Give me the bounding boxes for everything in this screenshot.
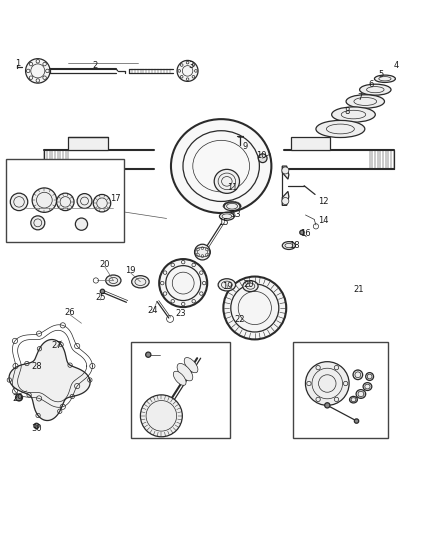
Ellipse shape — [316, 120, 365, 138]
Circle shape — [194, 244, 210, 260]
Text: 30: 30 — [31, 424, 42, 433]
Text: 27: 27 — [51, 341, 62, 350]
Text: 25: 25 — [95, 294, 106, 302]
Text: 2: 2 — [92, 61, 97, 70]
Polygon shape — [77, 169, 106, 182]
Text: 22: 22 — [235, 315, 245, 324]
Circle shape — [31, 216, 45, 230]
Circle shape — [177, 60, 198, 82]
Polygon shape — [283, 191, 289, 205]
Ellipse shape — [219, 212, 234, 220]
Ellipse shape — [184, 358, 198, 373]
Ellipse shape — [77, 193, 92, 208]
Circle shape — [141, 395, 182, 437]
Ellipse shape — [171, 119, 272, 213]
Circle shape — [100, 289, 105, 294]
Polygon shape — [283, 166, 289, 179]
Text: 16: 16 — [300, 229, 311, 238]
Ellipse shape — [350, 397, 357, 403]
Text: 19: 19 — [223, 281, 233, 290]
Text: 21: 21 — [353, 285, 364, 294]
Ellipse shape — [374, 75, 396, 83]
Bar — [293, 342, 389, 438]
Ellipse shape — [356, 390, 366, 398]
Ellipse shape — [332, 107, 375, 122]
Text: 20: 20 — [243, 280, 254, 289]
Text: 12: 12 — [318, 197, 329, 206]
Circle shape — [282, 167, 289, 174]
Text: 13: 13 — [230, 209, 241, 219]
Ellipse shape — [218, 279, 236, 291]
Polygon shape — [291, 137, 330, 150]
Ellipse shape — [243, 281, 258, 292]
Text: 19: 19 — [126, 266, 136, 276]
Ellipse shape — [283, 241, 295, 249]
Ellipse shape — [346, 95, 385, 108]
Ellipse shape — [11, 193, 28, 211]
Circle shape — [223, 277, 286, 340]
Polygon shape — [68, 137, 108, 150]
Circle shape — [354, 419, 359, 423]
Text: 14: 14 — [318, 216, 329, 225]
Circle shape — [300, 230, 304, 235]
Text: 5: 5 — [378, 70, 383, 79]
Circle shape — [25, 59, 50, 83]
Text: 17: 17 — [110, 194, 120, 203]
Ellipse shape — [177, 364, 193, 381]
Circle shape — [305, 362, 349, 405]
Text: 11: 11 — [227, 183, 237, 192]
Text: 23: 23 — [175, 309, 186, 318]
Text: 3: 3 — [188, 61, 193, 70]
Circle shape — [282, 198, 289, 205]
Circle shape — [159, 259, 207, 307]
Ellipse shape — [106, 275, 121, 286]
Text: 18: 18 — [289, 241, 300, 250]
Bar — [6, 159, 124, 243]
Polygon shape — [9, 340, 90, 421]
Text: 28: 28 — [31, 362, 42, 372]
Circle shape — [75, 218, 88, 230]
Ellipse shape — [132, 276, 149, 288]
Ellipse shape — [360, 84, 391, 95]
Text: 1: 1 — [14, 59, 20, 68]
Circle shape — [258, 154, 267, 163]
Ellipse shape — [214, 169, 240, 193]
Text: 29: 29 — [12, 394, 22, 403]
Ellipse shape — [224, 202, 240, 211]
Text: 20: 20 — [99, 260, 110, 269]
Circle shape — [325, 403, 330, 408]
Circle shape — [146, 352, 151, 357]
Ellipse shape — [366, 373, 374, 381]
Text: 10: 10 — [257, 151, 267, 160]
Ellipse shape — [363, 383, 372, 391]
Ellipse shape — [173, 371, 186, 385]
Text: 26: 26 — [64, 308, 75, 317]
Text: 15: 15 — [218, 219, 229, 228]
Circle shape — [93, 195, 111, 212]
Text: 9: 9 — [243, 142, 248, 151]
Text: 7: 7 — [357, 93, 362, 102]
Bar — [131, 342, 230, 438]
Text: 24: 24 — [147, 305, 158, 314]
Ellipse shape — [353, 370, 363, 379]
Circle shape — [32, 188, 57, 212]
Circle shape — [57, 193, 74, 211]
Text: 4: 4 — [393, 61, 399, 70]
Circle shape — [34, 423, 39, 429]
Text: 6: 6 — [368, 80, 374, 90]
Text: 8: 8 — [344, 107, 350, 116]
Circle shape — [15, 394, 22, 401]
